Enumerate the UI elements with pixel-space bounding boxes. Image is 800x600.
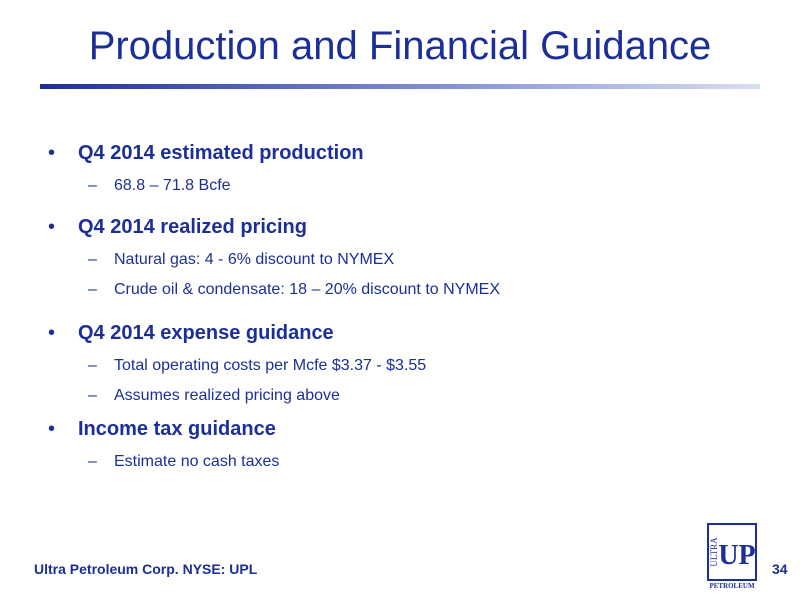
dash-icon: –: [88, 453, 97, 470]
bullet-list: • Q4 2014 estimated production – 68.8 – …: [48, 140, 748, 472]
sub-bullet-text: Assumes realized pricing above: [114, 387, 340, 404]
bullet-dot-icon: •: [48, 216, 56, 238]
sub-bullet: – 68.8 – 71.8 Bcfe: [48, 176, 748, 196]
page-number: 34: [772, 561, 788, 577]
sub-bullet-text: Crude oil & condensate: 18 – 20% discoun…: [114, 281, 500, 298]
dash-icon: –: [88, 251, 97, 268]
logo-up-text: UP: [718, 540, 755, 571]
sub-bullet-text: Natural gas: 4 - 6% discount to NYMEX: [114, 251, 395, 268]
bullet-text: Q4 2014 realized pricing: [78, 216, 307, 238]
bullet-dot-icon: •: [48, 418, 56, 440]
bullet-pricing: • Q4 2014 realized pricing: [48, 214, 748, 240]
dash-icon: –: [88, 357, 97, 374]
sub-bullet-text: 68.8 – 71.8 Bcfe: [114, 177, 231, 194]
bullet-dot-icon: •: [48, 322, 56, 344]
bullet-income-tax: • Income tax guidance: [48, 416, 748, 442]
logo-petroleum-text: PETROLEUM: [709, 582, 755, 590]
sub-bullet: – Natural gas: 4 - 6% discount to NYMEX: [48, 250, 748, 270]
slide-title: Production and Financial Guidance: [88, 24, 712, 68]
ultra-petroleum-logo: ULTRA UP PETROLEUM: [707, 523, 757, 590]
bullet-production: • Q4 2014 estimated production: [48, 140, 748, 166]
title-underline: [40, 84, 760, 89]
sub-bullet: – Assumes realized pricing above: [48, 386, 748, 406]
sub-bullet-text: Total operating costs per Mcfe $3.37 - $…: [114, 357, 427, 374]
sub-bullet-text: Estimate no cash taxes: [114, 453, 280, 470]
dash-icon: –: [88, 281, 97, 298]
sub-bullet: – Crude oil & condensate: 18 – 20% disco…: [48, 280, 748, 300]
sub-bullet: – Total operating costs per Mcfe $3.37 -…: [48, 356, 748, 376]
logo-ultra-text: ULTRA: [709, 537, 719, 567]
dash-icon: –: [88, 177, 97, 194]
sub-bullet: – Estimate no cash taxes: [48, 452, 748, 472]
bullet-dot-icon: •: [48, 142, 56, 164]
bullet-text: Income tax guidance: [78, 418, 276, 440]
bullet-text: Q4 2014 estimated production: [78, 142, 364, 164]
bullet-text: Q4 2014 expense guidance: [78, 322, 334, 344]
bullet-expense: • Q4 2014 expense guidance: [48, 320, 748, 346]
footer-company: Ultra Petroleum Corp. NYSE: UPL: [34, 561, 258, 577]
dash-icon: –: [88, 387, 97, 404]
